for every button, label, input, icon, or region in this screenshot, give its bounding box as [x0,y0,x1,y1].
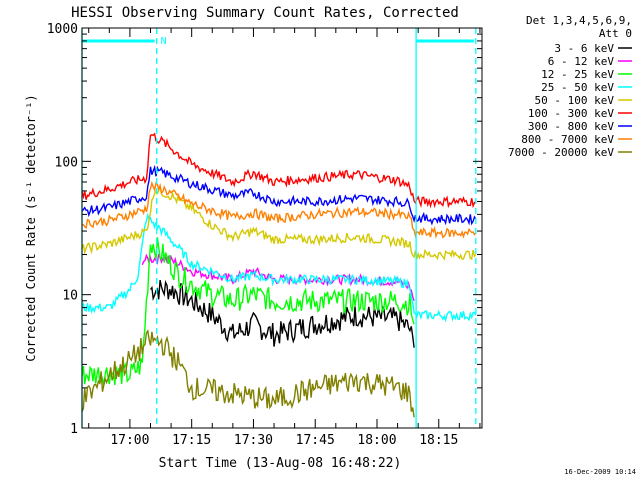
series-line-50-100-kev [81,184,477,261]
plot-area: N [81,28,477,428]
legend-label: 800 - 7000 keV [521,133,614,146]
legend-label: 50 - 100 keV [535,94,615,107]
series-line-25-50-kev [81,212,477,323]
y-axis-label: Corrected Count Rate (s⁻¹ detector⁻¹) [24,94,38,361]
footer-timestamp: 16-Dec-2009 10:14 [564,468,636,476]
legend-label: 6 - 12 keV [548,55,615,68]
axes: 1 10 100 1000 17:00 17:15 17:30 17:45 18:00 18:15 [47,22,483,448]
x-axis-label: Start Time (13-Aug-08 16:48:22) [159,456,402,471]
x-tick-label: 17:15 [172,433,211,448]
y-tick-label: 1 [70,422,78,437]
series-line-100-300-kev [81,132,477,209]
legend-label: 7000 - 20000 keV [508,146,614,159]
x-tick-label: 18:00 [357,433,396,448]
legend-label: 300 - 800 keV [528,120,614,133]
x-tick-label: 17:30 [234,433,273,448]
chart-title: HESSI Observing Summary Count Rates, Cor… [71,5,459,21]
series-line-7000-20000-kev [81,329,415,418]
series-line-800-7000-kev [81,180,477,239]
series-line-300-800-kev [81,164,477,226]
plot-frame [81,27,483,429]
legend-header-line2: Att 0 [599,27,632,40]
x-tick-label: 17:45 [296,433,335,448]
y-tick-label: 1000 [47,22,78,37]
legend-label: 3 - 6 keV [554,42,614,55]
legend-label: 12 - 25 keV [541,68,614,81]
x-tick-label: 18:15 [419,433,458,448]
y-tick-label: 100 [55,155,78,170]
legend-header-line1: Det 1,3,4,5,6,9, [526,14,632,27]
annotation-label: N [161,36,167,47]
series-line-3-6-kev [149,279,415,348]
y-tick-label: 10 [62,289,78,304]
legend-label: 25 - 50 keV [541,81,614,94]
legend-label: 100 - 300 keV [528,107,614,120]
x-tick-label: 17:00 [110,433,149,448]
series-line-12-25-kev [81,237,415,386]
